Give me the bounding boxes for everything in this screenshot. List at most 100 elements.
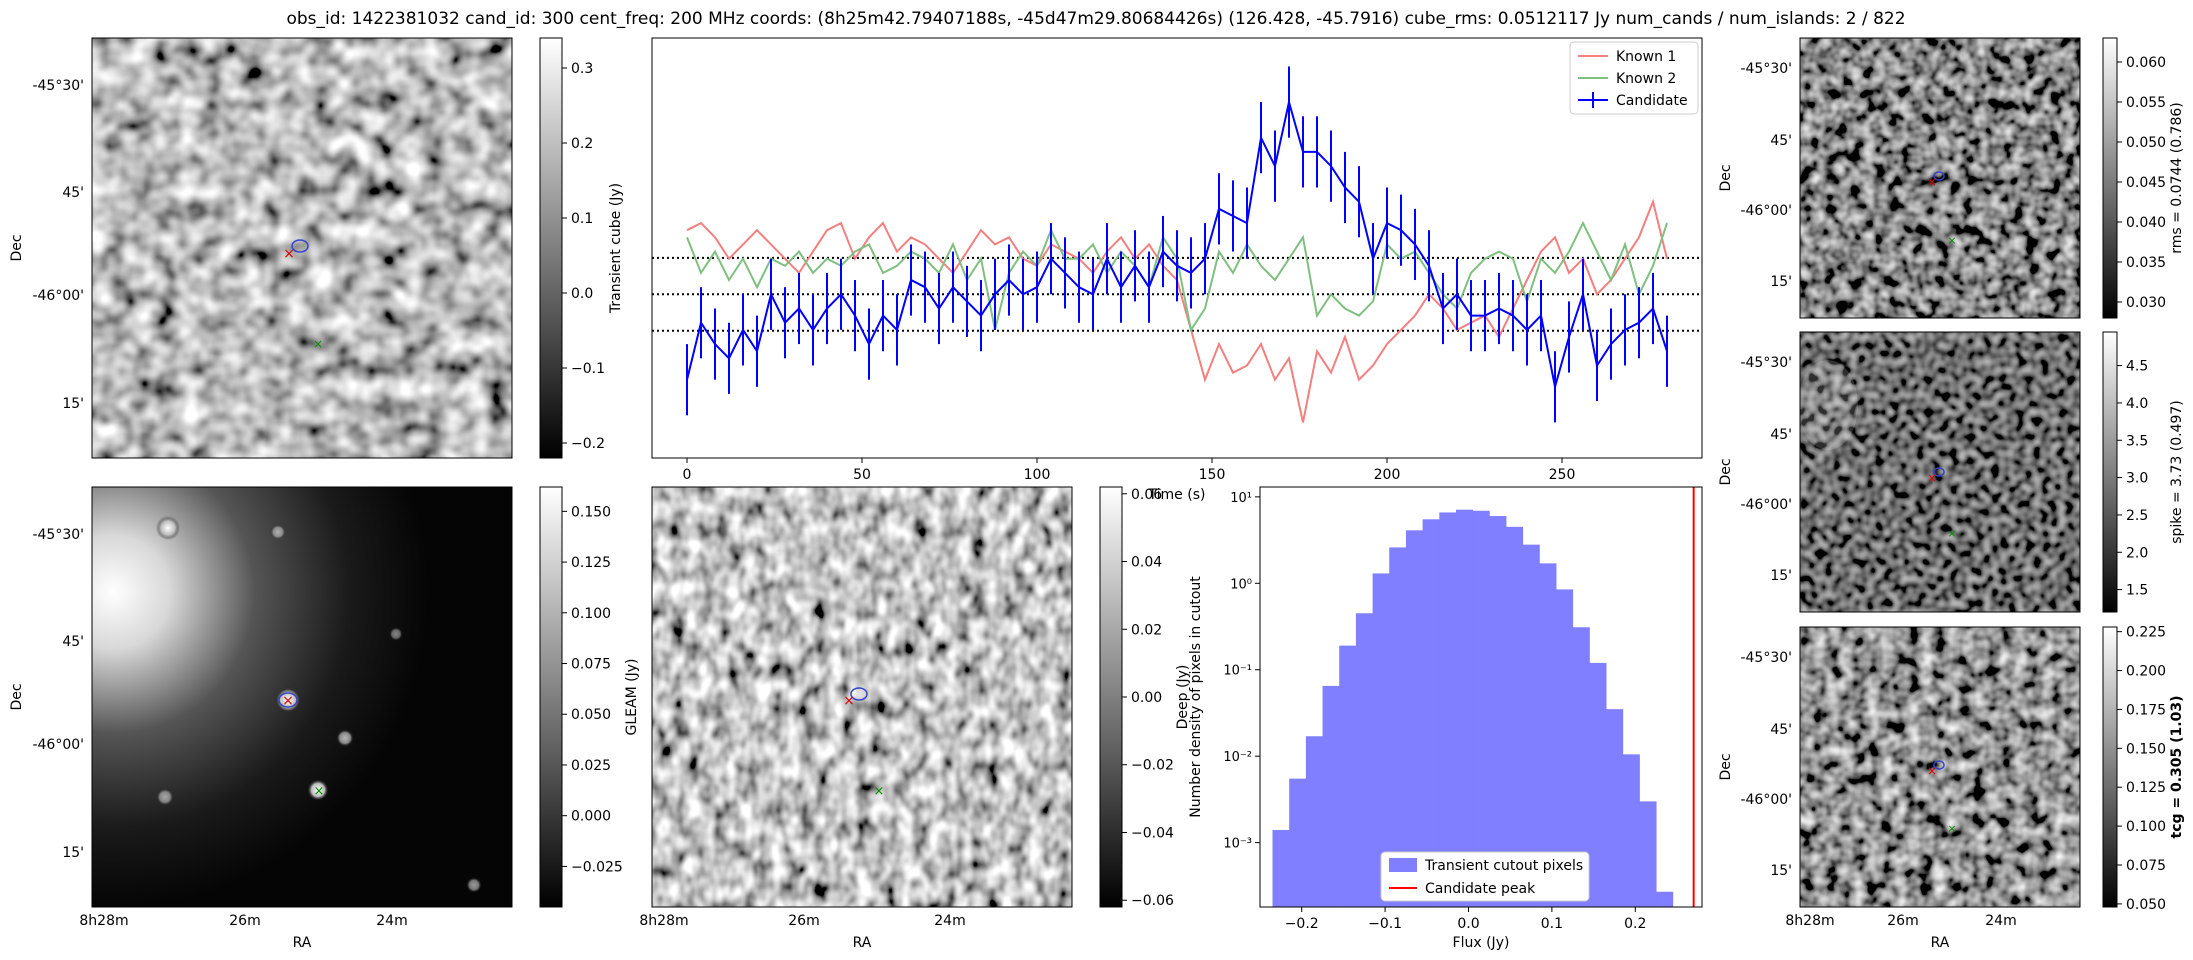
- gleam-tick-label: 0.150: [571, 504, 611, 520]
- spike-dec-label: Dec: [1718, 458, 1734, 485]
- rms-colorbar-label: rms = 0.0744 (0.786): [2169, 102, 2185, 254]
- svg-text:-45°30': -45°30': [32, 527, 84, 543]
- spike-colorbar: [2102, 331, 2118, 613]
- spike-colorbar-ticks: 4.5 4.0 3.5 3.0 2.5 2.0 1.5: [2117, 359, 2148, 599]
- svg-text:×: ×: [1947, 822, 1956, 835]
- spike-image: [1800, 332, 2080, 612]
- figure-title: obs_id: 1422381032 cand_id: 300 cent_fre…: [286, 9, 1905, 29]
- transient-tick-label: 0.3: [571, 61, 593, 77]
- tcg-tick-label: 0.200: [2126, 664, 2166, 680]
- rms-tick-label: 0.030: [2126, 295, 2166, 311]
- tcg-tick-label: 0.100: [2126, 819, 2166, 835]
- x-tick-label: 100: [1024, 467, 1051, 483]
- hist-x-tick-label: 0.1: [1541, 916, 1563, 932]
- spike-dec-ticks: -45°30' 45' -46°00' 15': [1740, 355, 1792, 584]
- svg-text:24m: 24m: [376, 913, 407, 929]
- rms-colorbar: [2102, 37, 2118, 319]
- tcg-ra-label: RA: [1931, 935, 1950, 951]
- transient-tick-label: 0.0: [571, 286, 593, 302]
- gleam-tick-label: 0.050: [571, 707, 611, 723]
- spike-tick-label: 2.5: [2126, 508, 2148, 524]
- gleam-tick-label: 0.100: [571, 606, 611, 622]
- spike-tick-label: 1.5: [2126, 583, 2148, 599]
- deep-tick-label: −0.04: [1131, 825, 1174, 841]
- deep-colorbar: [1099, 486, 1123, 908]
- hist-x-tick-label: 0.2: [1624, 916, 1646, 932]
- legend-transient-pixels: Transient cutout pixels: [1424, 858, 1583, 874]
- rms-tick-label: 0.050: [2126, 135, 2166, 151]
- svg-text:26m: 26m: [229, 913, 260, 929]
- candidate-contour: [291, 239, 309, 253]
- histogram-ylabel: Number density of pixels in cutout: [1188, 576, 1204, 818]
- x-tick-label: 150: [1199, 467, 1226, 483]
- transient-colorbar: [539, 37, 563, 459]
- histogram-bar: [1472, 510, 1490, 907]
- x-tick-label: 0: [683, 467, 692, 483]
- lightcurve-legend: Known 1 Known 2 Candidate: [1569, 41, 1699, 115]
- tcg-colorbar-label: tcg = 0.305 (1.03): [2169, 696, 2185, 839]
- deep-tick-label: −0.06: [1131, 893, 1174, 909]
- svg-text:24m: 24m: [1985, 913, 2016, 929]
- histogram-bar: [1422, 519, 1440, 907]
- transient-tick-label: 0.2: [571, 136, 593, 152]
- rms-image: [1800, 38, 2080, 318]
- hist-y-tick-label: 10¹: [1230, 491, 1252, 506]
- histogram-bar: [1539, 563, 1557, 907]
- rms-tick-label: 0.045: [2126, 175, 2166, 191]
- rms-tick-label: 0.060: [2126, 55, 2166, 71]
- histogram-bar: [1405, 530, 1424, 907]
- gleam-tick-label: −0.025: [571, 859, 623, 875]
- svg-text:8h28m: 8h28m: [79, 913, 128, 929]
- gleam-tick-label: 0.025: [571, 758, 611, 774]
- deep-tick-label: 0.02: [1131, 622, 1162, 638]
- rms-tick-label: 0.040: [2126, 215, 2166, 231]
- svg-text:45': 45': [62, 634, 84, 650]
- tcg-tick-label: 0.175: [2126, 702, 2166, 718]
- svg-text:×: ×: [1947, 234, 1956, 247]
- svg-text:15': 15': [1770, 863, 1792, 879]
- svg-text:-46°00': -46°00': [32, 737, 84, 753]
- deep-tick-label: 0.00: [1131, 690, 1162, 706]
- gleam-ra-label: RA: [293, 935, 312, 951]
- rms-tick-label: 0.055: [2126, 95, 2166, 111]
- histogram-axes: −0.2 −0.1 0.0 0.1 0.2 10¹ 10⁰ 10⁻¹ 10⁻² 10⁻³: [1223, 491, 1646, 932]
- hist-y-tick-label: 10⁻²: [1223, 750, 1252, 765]
- transient-colorbar-ticks: 0.3 0.2 0.1 0.0 −0.1 −0.2: [562, 61, 605, 452]
- svg-text:-45°30': -45°30': [1740, 61, 1792, 77]
- gleam-colorbar-label: GLEAM (Jy): [624, 659, 640, 736]
- spike-tick-label: 3.0: [2126, 471, 2148, 487]
- lightcurve-series: [686, 66, 1668, 423]
- histogram-bar: [1355, 613, 1373, 907]
- tcg-panel: × × -45°30' 45' -46°00' 15' Dec 8h28m 26…: [1718, 625, 2185, 951]
- svg-text:26m: 26m: [788, 913, 819, 929]
- hist-x-tick-label: −0.1: [1368, 916, 1402, 932]
- legend-candidate-peak: Candidate peak: [1425, 881, 1536, 897]
- svg-text:×: ×: [874, 784, 885, 799]
- histogram-bar: [1372, 573, 1390, 907]
- histogram-bar: [1389, 547, 1407, 907]
- svg-text:8h28m: 8h28m: [1785, 913, 1834, 929]
- svg-text:×: ×: [314, 784, 325, 799]
- deep-tick-label: −0.02: [1131, 758, 1174, 774]
- histogram-bar: [1589, 662, 1607, 907]
- deep-ra-ticks: 8h28m 26m 24m: [639, 913, 965, 929]
- gleam-tick-label: 0.075: [571, 657, 611, 673]
- gleam-dec-label: Dec: [9, 683, 25, 710]
- gleam-tick-label: 0.125: [571, 555, 611, 571]
- known-marker: ×: [313, 337, 323, 351]
- tcg-tick-label: 0.150: [2126, 741, 2166, 757]
- hist-y-tick-label: 10⁰: [1230, 577, 1252, 592]
- legend-known-2: Known 2: [1616, 71, 1676, 87]
- transient-colorbar-label: Transient cube (Jy): [608, 183, 624, 314]
- svg-text:-45°30': -45°30': [32, 78, 84, 94]
- deep-colorbar-ticks: 0.06 0.04 0.02 0.00 −0.02 −0.04 −0.06: [1122, 487, 1174, 909]
- spike-tick-label: 4.5: [2126, 359, 2148, 375]
- tcg-image: [1800, 627, 2080, 907]
- transient-image: [92, 38, 512, 458]
- histogram-bar: [1639, 801, 1657, 907]
- svg-text:-46°00': -46°00': [1740, 792, 1792, 808]
- histogram-bars: [1272, 487, 1695, 907]
- deep-panel: × × 8h28m 26m 24m RA 0.06 0.04 0.02 0.00 −0.…: [639, 486, 1191, 951]
- tcg-tick-label: 0.125: [2126, 780, 2166, 796]
